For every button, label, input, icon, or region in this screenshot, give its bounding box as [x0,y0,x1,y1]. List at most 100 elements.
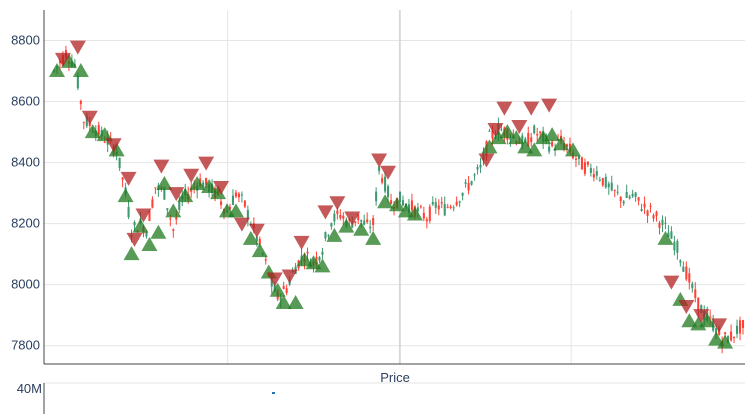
candle-body [619,196,622,202]
candle-body [592,174,595,178]
buy-signal-marker [508,130,525,145]
candle-body [700,305,703,313]
candle-body [270,278,273,287]
buy-signal-marker [526,142,543,157]
buy-signal-marker [251,243,268,258]
sell-signal-marker [105,138,122,153]
candle-body [443,203,446,216]
candle-body [730,331,733,341]
candle-body [622,201,625,204]
candle-body [446,206,449,208]
buy-signal-marker [141,236,158,251]
candle-body [610,182,613,191]
sell-signal-marker [126,232,143,247]
buy-signal-marker [108,142,125,157]
buy-signal-marker [84,124,101,139]
candle-body [202,182,205,188]
candle-body [595,171,598,176]
sell-signal-marker [663,275,680,290]
candle-body [342,215,345,219]
buy-signal-marker [564,142,581,157]
candle-body [616,191,619,193]
candle-body [419,206,422,208]
candle-body [741,320,745,328]
candle-body [387,186,390,198]
candle-body [133,222,136,226]
candle-body [127,206,130,218]
buy-signal-marker [699,313,716,328]
sell-signal-marker [293,235,310,250]
buy-signal-marker [96,127,113,142]
candle-body [434,202,437,208]
buy-signal-marker [490,130,507,145]
sell-signal-marker [266,272,283,287]
candle-body [530,137,533,143]
buy-signal-marker [314,258,331,273]
candle-body [428,206,431,222]
candle-body [598,179,601,181]
candle-body [527,132,530,147]
candle-body [440,202,443,204]
candle-body [628,196,631,199]
axes: 7800 8000 8200 8400 8600 8800 [11,10,745,414]
candle-body [166,208,169,211]
candle-body [733,336,736,338]
buy-signal-marker [60,53,77,68]
sell-signal-marker [523,101,540,116]
candle-body [366,219,369,223]
candle-body [452,207,455,209]
candle-body [533,125,536,134]
candle-body [381,178,384,183]
buy-signal-marker [365,230,382,245]
candle-body [649,205,652,207]
buy-signal-marker [389,197,406,212]
buy-signal-marker [397,203,414,218]
candle-body [631,193,634,197]
candle-body [551,141,554,147]
candle-body [255,236,258,242]
candle-body [640,208,643,211]
candle-body [425,219,428,222]
candle-body [85,116,88,127]
volume-bars [272,392,275,394]
candle-body [565,144,569,147]
candle-body [664,222,667,224]
candle-body [163,187,166,200]
candle-body [673,241,676,251]
candle-body [354,221,357,223]
candle-body [240,194,243,196]
candle-body [604,176,607,188]
buy-signal-marker [708,331,725,346]
candle-body [282,285,285,290]
candle-body [539,131,542,134]
candle-body [727,336,730,343]
candle-body [658,222,661,228]
candle-body [148,211,151,222]
candle-body [509,136,512,140]
buy-signal-marker [717,334,734,349]
buy-signal-marker [287,294,304,309]
candle-body [625,192,628,198]
candle-body [118,157,121,169]
buy-signal-marker [481,139,498,154]
candle-body [688,273,691,283]
candle-body [300,255,303,260]
candle-body [324,232,327,239]
sell-signal-marker [198,156,215,171]
candle-body [715,328,718,335]
candle-body [279,296,282,301]
candle-body [172,229,175,231]
candle-body [491,130,494,139]
sell-signal-marker [281,269,298,284]
volume-axis-label: 40M [17,381,42,396]
y-tick-label: 8600 [11,94,40,109]
candle-body [285,288,288,293]
candle-body [363,220,366,225]
y-tick-label: 7800 [11,338,40,353]
buy-signal-marker [177,188,194,203]
buy-signal-marker [123,246,140,261]
candle-body [548,146,551,152]
candle-body [586,161,589,165]
candle-body [145,231,148,237]
candle-body [103,141,106,143]
